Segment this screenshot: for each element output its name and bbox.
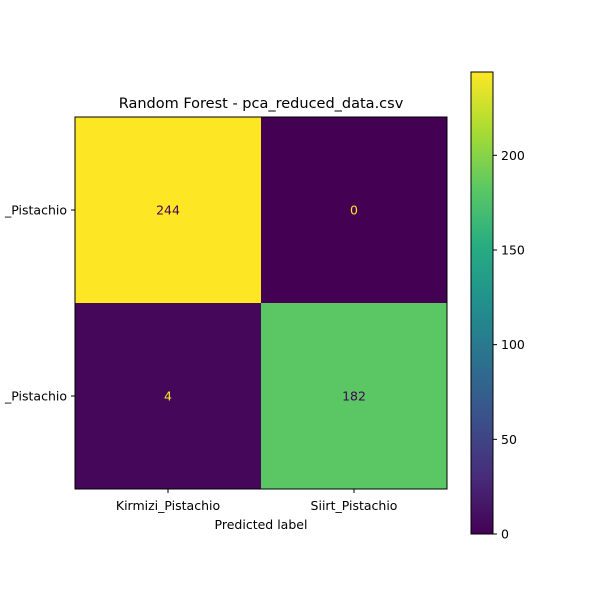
cell-value-label: 244 — [156, 203, 180, 218]
colorbar-tick-label: 200 — [501, 148, 525, 163]
colorbar: 0 50 100 150 200 — [470, 71, 525, 542]
heatmap-cell — [261, 303, 447, 489]
cell-value-label: 4 — [164, 389, 172, 404]
y-tick-label: _Pistachio — [4, 389, 67, 404]
x-axis-label: Predicted label — [215, 517, 308, 532]
cell-value-labels: 244 0 4 182 — [156, 203, 366, 404]
colorbar-tick-label: 50 — [501, 432, 517, 447]
colorbar-tick-label: 100 — [501, 337, 525, 352]
chart-title: Random Forest - pca_reduced_data.csv — [119, 96, 404, 112]
colorbar-frame — [470, 71, 494, 535]
cell-value-label: 0 — [350, 203, 358, 218]
colorbar-tick-label: 0 — [501, 527, 509, 542]
cell-value-label: 182 — [342, 389, 366, 404]
heatmap-cells — [75, 117, 447, 489]
y-axis-ticks: _Pistachio _Pistachio — [4, 203, 75, 404]
colorbar-tick-label: 150 — [501, 242, 525, 257]
x-tick-label: Siirt_Pistachio — [311, 498, 398, 513]
heatmap-cell — [75, 303, 261, 489]
colorbar-gradient — [471, 72, 493, 534]
heatmap-cell — [261, 117, 447, 303]
heatmap-cell — [75, 117, 261, 303]
y-tick-label: _Pistachio — [4, 203, 67, 218]
x-axis-ticks: Kirmizi_Pistachio Siirt_Pistachio — [116, 489, 398, 513]
x-tick-label: Kirmizi_Pistachio — [116, 498, 220, 513]
plot-frame — [74, 116, 448, 490]
